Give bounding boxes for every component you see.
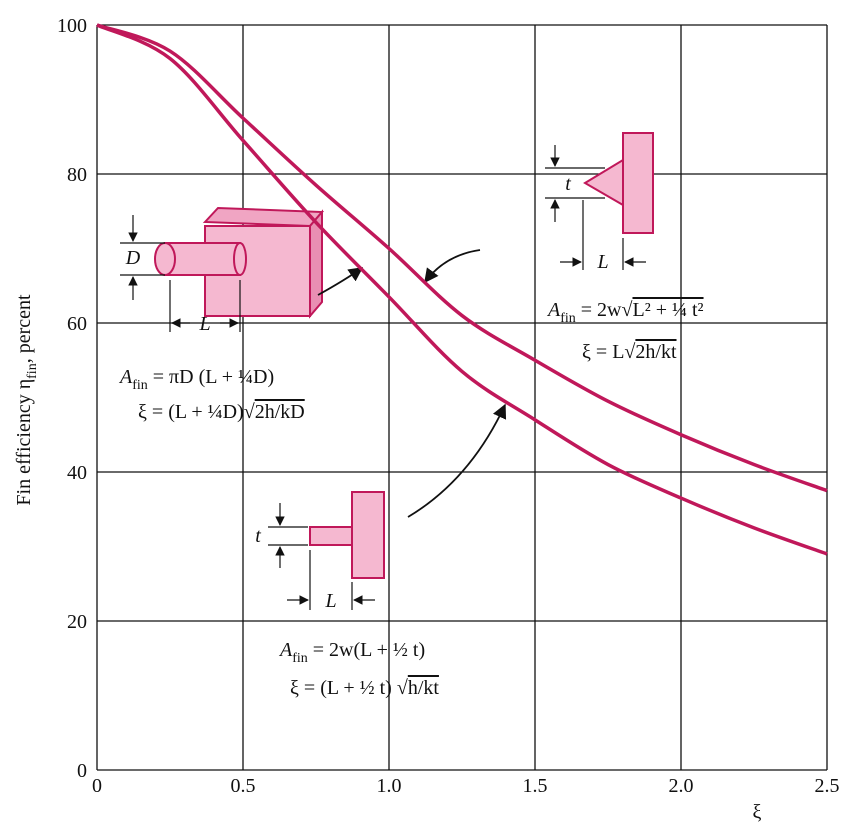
formula-part: h/kt bbox=[408, 677, 440, 699]
y-axis-label: Fin efficiency ηfin, percent bbox=[13, 294, 40, 506]
dim-label: L bbox=[198, 313, 210, 335]
x-tick-label: 1.5 bbox=[523, 775, 548, 797]
y-tick-label: 100 bbox=[57, 15, 87, 37]
formula-part: fin bbox=[560, 311, 576, 326]
formula-part: = 2w√ bbox=[576, 299, 633, 321]
formula-part: fin bbox=[292, 651, 308, 666]
formula-part: 2h/kt bbox=[635, 341, 677, 363]
y-tick-label: 40 bbox=[67, 462, 87, 484]
formula-part: ξ = L√ bbox=[582, 341, 635, 363]
formula-part: L² + ¼ t² bbox=[632, 299, 703, 321]
y-label-part: Fin efficiency η bbox=[13, 379, 35, 506]
triangle-fin-drawing bbox=[424, 132, 654, 284]
x-tick-label: 2.0 bbox=[669, 775, 694, 797]
x-axis-label: ξ bbox=[753, 801, 762, 823]
grid bbox=[96, 24, 828, 771]
formula-part: fin bbox=[132, 378, 148, 393]
formula: Afin = 2w√L² + ¼ t² bbox=[546, 299, 704, 326]
formula-part: ξ = (L + ½ t) √ bbox=[290, 677, 408, 699]
formula-part: = 2w(L + ½ t) bbox=[308, 639, 425, 661]
y-label-part: , percent bbox=[13, 294, 35, 363]
dim-label: t bbox=[565, 173, 571, 195]
formula-part: A bbox=[278, 639, 293, 661]
formula: Afin = 2w(L + ½ t) bbox=[278, 639, 425, 666]
curve bbox=[96, 23, 828, 493]
y-tick-label: 60 bbox=[67, 313, 87, 335]
y-tick-label: 80 bbox=[67, 164, 87, 186]
dim-label: L bbox=[324, 590, 336, 612]
dim-label: t bbox=[255, 525, 261, 547]
formula-part: 2h/kD bbox=[255, 401, 305, 423]
x-tick-label: 0.5 bbox=[231, 775, 256, 797]
pin-fin-drawing bbox=[120, 206, 364, 332]
x-tick-label: 0 bbox=[92, 775, 102, 797]
y-tick-label: 20 bbox=[67, 611, 87, 633]
formula-part: ξ = (L + ¼D)√ bbox=[138, 401, 255, 423]
formula: Afin = πD (L + ¼D) bbox=[118, 366, 274, 393]
x-tick-label: 1.0 bbox=[377, 775, 402, 797]
formula-part: = πD (L + ¼D) bbox=[148, 366, 274, 388]
y-tick-label: 0 bbox=[77, 760, 87, 782]
formula: ξ = L√2h/kt bbox=[582, 341, 677, 363]
curve bbox=[96, 23, 828, 556]
x-tick-label: 2.5 bbox=[815, 775, 840, 797]
formula: ξ = (L + ½ t) √h/kt bbox=[290, 677, 439, 699]
rect-fin-drawing bbox=[268, 403, 507, 610]
formula-part: A bbox=[546, 299, 561, 321]
formula: ξ = (L + ¼D)√2h/kD bbox=[138, 401, 305, 423]
y-label-part: fin bbox=[25, 363, 40, 379]
dim-label: L bbox=[596, 251, 608, 273]
formula-part: A bbox=[118, 366, 133, 388]
dim-label: D bbox=[125, 247, 141, 269]
